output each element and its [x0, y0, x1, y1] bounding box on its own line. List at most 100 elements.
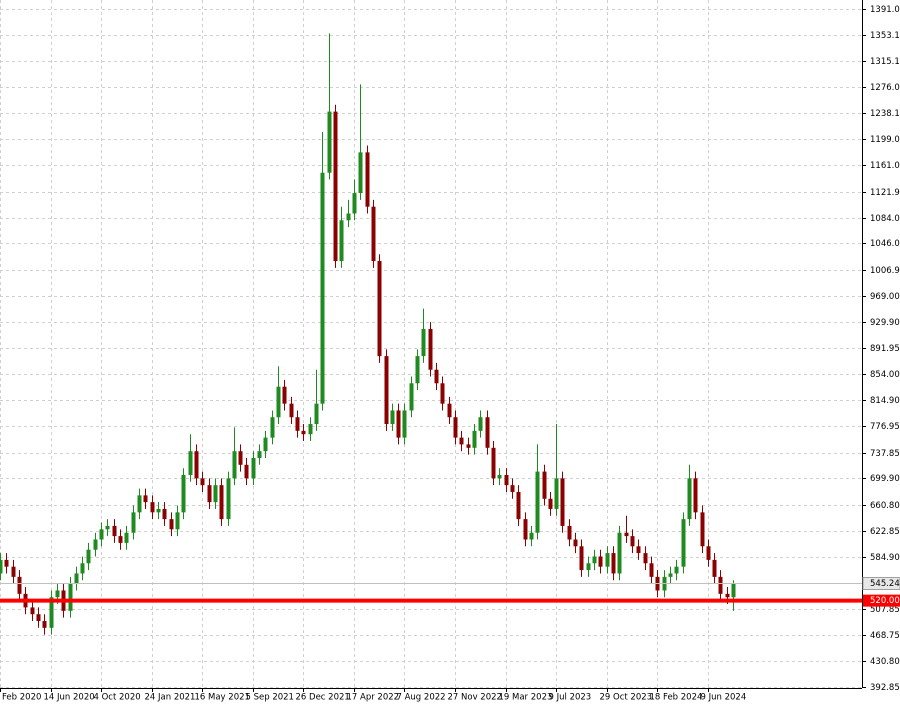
- candle-body: [447, 403, 452, 418]
- y-tick-label: 1084.00: [870, 214, 900, 224]
- x-tick-label: 9 Jun 2024: [701, 693, 747, 703]
- level-box: [863, 594, 900, 607]
- candle-body: [428, 328, 433, 370]
- candle-body: [162, 508, 167, 520]
- candle-body: [226, 478, 231, 520]
- candle-body: [358, 152, 363, 194]
- candle-body: [560, 478, 565, 526]
- y-tick-label: 1199.00: [870, 135, 900, 145]
- candle-body: [339, 220, 344, 262]
- y-tick-label: 507.85: [870, 605, 900, 615]
- y-tick-label: 660.80: [870, 501, 900, 511]
- y-tick-label: 1353.10: [870, 31, 900, 41]
- y-tick-label: 1046.05: [870, 239, 900, 249]
- y-tick-label: 1121.95: [870, 188, 900, 198]
- candle-body: [630, 536, 635, 547]
- candle-body: [232, 451, 237, 479]
- grid: [0, 0, 862, 688]
- candle-body: [573, 539, 578, 547]
- candle-body: [643, 553, 648, 564]
- candle-body: [510, 485, 515, 492]
- plot-area: [0, 33, 862, 635]
- candle-body: [105, 525, 110, 530]
- candle-body: [605, 553, 610, 567]
- x-tick-label: 9 Jul 2023: [549, 693, 592, 703]
- candle-body: [276, 386, 281, 418]
- candle-body: [649, 563, 654, 577]
- y-tick-label: 737.85: [870, 449, 900, 459]
- candle-body: [263, 437, 268, 452]
- y-tick-label: 1276.05: [870, 83, 900, 93]
- candle-body: [238, 451, 243, 465]
- candle-body: [333, 111, 338, 262]
- candle-body: [636, 546, 641, 554]
- y-tick-label: 1006.95: [870, 266, 900, 276]
- candle-body: [706, 546, 711, 560]
- candle-body: [207, 485, 212, 503]
- candle-body: [384, 356, 389, 425]
- candle-body: [365, 152, 370, 207]
- candle-body: [80, 563, 85, 574]
- x-tick-label: 14 Jun 2020: [44, 693, 95, 703]
- candle-body: [466, 444, 471, 448]
- candle-body: [554, 478, 559, 509]
- candle-body: [687, 478, 692, 520]
- candle-body: [668, 573, 673, 577]
- candle-body: [131, 512, 136, 533]
- candle-body: [124, 532, 129, 543]
- candle-body: [371, 206, 376, 262]
- candle-body: [396, 410, 401, 438]
- candle-body: [415, 356, 420, 384]
- y-tick-label: 814.90: [870, 396, 900, 406]
- candle-body: [598, 556, 603, 567]
- x-tick-label: 26 Dec 2021: [296, 693, 350, 703]
- candle-body: [497, 474, 502, 479]
- candle-body: [17, 576, 22, 594]
- y-tick-label: 699.90: [870, 474, 900, 484]
- x-tick-label: 16 May 2021: [195, 693, 250, 703]
- candle-body: [30, 607, 35, 615]
- candle-body: [478, 417, 483, 431]
- x-tick-label: 7 Aug 2022: [397, 693, 446, 703]
- candle-body: [352, 193, 357, 214]
- candle-body: [434, 369, 439, 384]
- candle-body: [611, 553, 616, 574]
- candle-body: [137, 495, 142, 513]
- candle-body: [251, 458, 256, 479]
- y-tick-label: 622.85: [870, 527, 900, 537]
- candle-body: [68, 583, 73, 611]
- candle-body: [712, 559, 717, 577]
- level-label: 520.00: [870, 596, 900, 606]
- candle-body: [718, 576, 723, 594]
- candle-body: [459, 437, 464, 445]
- candle-body: [535, 471, 540, 533]
- y-tick-label: 854.00: [870, 370, 900, 380]
- candle-body: [453, 417, 458, 438]
- current-price-label: 545.24: [870, 579, 900, 589]
- y-tick-label: 1238.10: [870, 109, 900, 119]
- candle-body: [86, 549, 91, 564]
- candle-body: [74, 573, 79, 584]
- candle-body: [693, 478, 698, 513]
- y-tick-label: 1161.05: [870, 161, 900, 171]
- candle-body: [257, 451, 262, 459]
- candle-body: [169, 519, 174, 530]
- candle-body: [11, 566, 16, 577]
- candle-body: [219, 485, 224, 520]
- candle-body: [181, 474, 186, 513]
- candle-body: [529, 532, 534, 540]
- candle-body: [440, 383, 445, 404]
- candle-body: [301, 430, 306, 435]
- candle-body: [0, 559, 3, 574]
- candle-body: [93, 539, 98, 550]
- candle-body: [523, 519, 528, 540]
- candle-body: [289, 403, 294, 418]
- x-tick-label: 24 Jan 2021: [145, 693, 196, 703]
- candle-body: [188, 451, 193, 475]
- candle-body: [485, 417, 490, 448]
- axes: 1391.05 1353.10 1315.15 1276.05 1238.10 1199.…: [0, 5, 900, 703]
- candle-body: [320, 172, 325, 404]
- y-tick-label: 776.95: [870, 422, 900, 432]
